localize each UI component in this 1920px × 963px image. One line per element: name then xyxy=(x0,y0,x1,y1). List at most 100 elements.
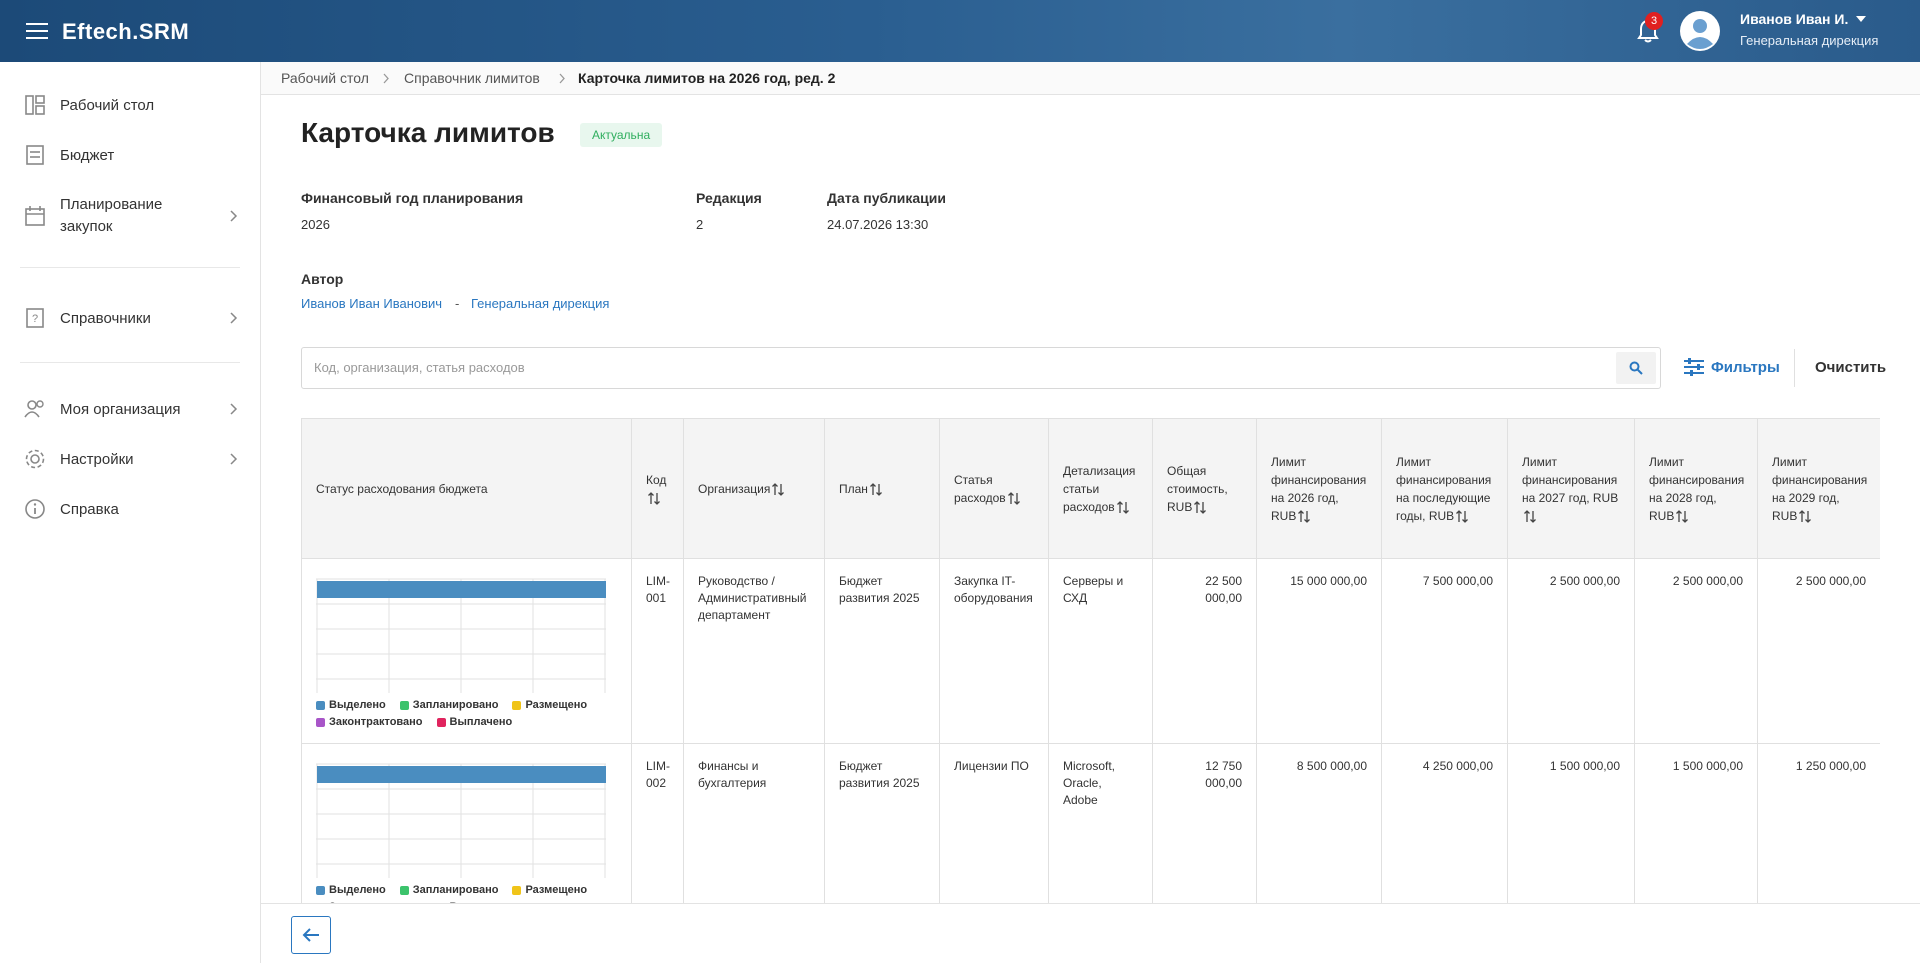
nav-icon xyxy=(24,400,44,418)
column-header: Код xyxy=(631,418,684,559)
table-cell: 8 500 000,00 xyxy=(1256,743,1382,903)
breadcrumbs: Рабочий стол Справочник лимитов Карточка… xyxy=(261,62,1920,95)
legend-swatch xyxy=(512,701,522,710)
breadcrumb[interactable]: Справочник лимитов xyxy=(404,70,540,86)
chart-bar xyxy=(317,581,606,598)
nav-item[interactable]: Моя организация xyxy=(0,398,260,420)
legend-swatch xyxy=(399,886,409,895)
nav-label: Настройки xyxy=(60,450,134,468)
column-title: Лимит финансирования на 2029 год, RUB xyxy=(1772,454,1868,523)
legend-item: Размещено xyxy=(512,697,587,714)
nav-icon xyxy=(25,206,45,226)
sort-icon[interactable] xyxy=(648,491,660,505)
table-cell: LIM-002 xyxy=(631,743,684,903)
legend-item: Законтрактовано xyxy=(316,714,423,731)
sort-icon[interactable] xyxy=(772,482,785,496)
svg-text:?: ? xyxy=(32,313,38,325)
nav-item[interactable]: ? Справочники xyxy=(0,307,260,329)
column-header: Статья расходов xyxy=(939,418,1049,559)
sort-icon[interactable] xyxy=(1456,509,1469,523)
user-department: Генеральная дирекция xyxy=(1740,33,1879,48)
notification-count: 3 xyxy=(1645,12,1663,30)
author-name[interactable]: Иванов Иван Иванович xyxy=(301,296,443,311)
user-name[interactable]: Иванов Иван И. xyxy=(1740,11,1849,27)
author-separator: - xyxy=(455,296,460,311)
chart-bar xyxy=(317,766,606,783)
sort-arrow xyxy=(1007,491,1020,505)
column-title: Статья расходов xyxy=(954,472,1006,505)
field-label: Финансовый год планирования xyxy=(301,190,524,206)
menu-button[interactable] xyxy=(26,22,48,40)
nav-item[interactable]: Рабочий стол xyxy=(0,94,260,116)
nav-icon xyxy=(25,95,45,115)
field-value: 2026 xyxy=(301,217,330,232)
table-row: Выделено Запланировано Размещено Законтракт… xyxy=(301,558,1880,744)
table-cell: 1 500 000,00 xyxy=(1507,743,1635,903)
column-header: Организация xyxy=(683,418,825,559)
sort-arrow xyxy=(1194,500,1207,514)
legend-item: Запланировано xyxy=(399,697,499,714)
breadcrumb[interactable]: Рабочий стол xyxy=(281,70,369,86)
sort-icon[interactable] xyxy=(1194,500,1207,514)
chart-cell: Выделено Запланировано Размещено Законтракт… xyxy=(301,558,632,744)
breadcrumb-current: Карточка лимитов на 2026 год, ред. 2 xyxy=(578,70,836,86)
table-cell: 22 500 000,00 xyxy=(1152,558,1257,744)
legend-label: Запланировано xyxy=(412,699,499,711)
author-department[interactable]: Генеральная дирекция xyxy=(471,296,610,311)
clear-button[interactable]: Очистить xyxy=(1815,359,1887,376)
column-title: Лимит финансирования на 2027 год, RUB xyxy=(1522,454,1619,505)
sort-arrow xyxy=(1676,509,1689,523)
mini-chart xyxy=(316,763,606,878)
search-button[interactable] xyxy=(1616,352,1656,384)
column-title: Статус расходования бюджета xyxy=(316,481,488,496)
chart-legend: Выделено Запланировано Размещено Законтракт… xyxy=(316,882,617,903)
nav-chevron xyxy=(230,403,238,415)
chart-legend: Выделено Запланировано Размещено Законтракт… xyxy=(316,697,617,731)
table-cell: 2 500 000,00 xyxy=(1757,558,1880,744)
table-cell: Закупка IT-оборудования xyxy=(939,558,1049,744)
filters-button[interactable]: Фильтры xyxy=(1711,359,1780,376)
sort-arrow xyxy=(1456,509,1469,523)
table-cell: 2 500 000,00 xyxy=(1507,558,1635,744)
nav-item[interactable]: Справка xyxy=(0,498,260,520)
filters-icon[interactable] xyxy=(1684,358,1704,376)
sort-arrow xyxy=(772,482,785,496)
nav-item[interactable]: Настройки xyxy=(0,448,260,470)
sort-arrow xyxy=(1116,500,1129,514)
limits-table: Статус расходования бюджета Код Организаци… xyxy=(301,418,1880,903)
divider xyxy=(1794,349,1795,387)
sort-arrow xyxy=(1298,509,1311,523)
sort-icon[interactable] xyxy=(1676,509,1689,523)
nav-item[interactable]: Бюджет xyxy=(0,144,260,166)
user-menu-caret[interactable] xyxy=(1856,16,1866,22)
nav-label: Справочники xyxy=(60,309,151,327)
table-cell: 15 000 000,00 xyxy=(1256,558,1382,744)
column-header: Лимит финансирования на 2027 год, RUB xyxy=(1507,418,1635,559)
table-wrap: Статус расходования бюджета Код Организаци… xyxy=(301,418,1880,903)
nav-chevron xyxy=(230,453,238,465)
table-cell: Бюджет развития 2025 xyxy=(824,743,940,903)
legend-item: Выплачено xyxy=(437,899,513,903)
sort-icon[interactable] xyxy=(1007,491,1020,505)
page-title: Карточка лимитов xyxy=(301,117,555,148)
nav-label: Моя организация xyxy=(60,400,181,418)
nav-item[interactable]: Планирование закупок xyxy=(0,194,260,238)
sort-icon[interactable] xyxy=(1116,500,1129,514)
app-name[interactable]: Eftech.SRM xyxy=(62,19,190,44)
main-content: Карточка лимитов Актуальна Финансовый го… xyxy=(261,95,1920,903)
table-cell: Серверы и СХД xyxy=(1048,558,1153,744)
legend-label: Запланировано xyxy=(412,884,499,896)
back-button[interactable] xyxy=(291,916,331,954)
sort-icon[interactable] xyxy=(1298,509,1311,523)
sort-icon[interactable] xyxy=(1524,509,1536,523)
nav-label: Рабочий стол xyxy=(60,96,155,114)
column-title: Общая стоимость, RUB xyxy=(1167,463,1228,514)
search-box[interactable]: Код, организация, статья расходов xyxy=(301,347,1661,389)
sort-icon[interactable] xyxy=(1799,509,1812,523)
user-avatar[interactable] xyxy=(1679,10,1721,52)
legend-item: Законтрактовано xyxy=(316,899,423,903)
table-cell: Microsoft, Oracle, Adobe xyxy=(1048,743,1153,903)
sort-icon[interactable] xyxy=(869,482,882,496)
column-title: План xyxy=(839,481,868,496)
legend-label: Выплачено xyxy=(449,716,513,728)
